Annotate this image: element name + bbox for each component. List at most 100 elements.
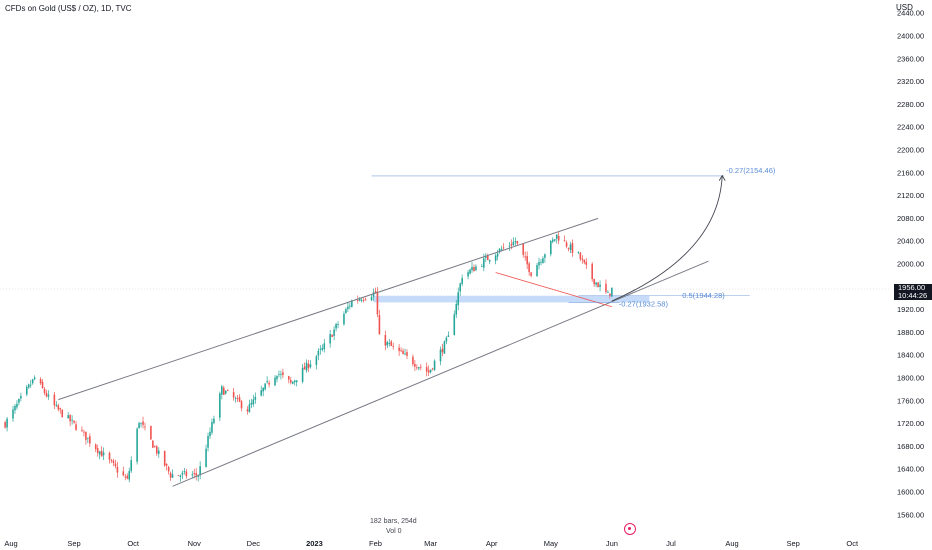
candle-body: [276, 375, 278, 380]
y-tick-label: 1600.00: [897, 488, 924, 497]
candle-body: [154, 446, 156, 448]
volume-info: Vol 0: [386, 528, 402, 535]
candle-body: [12, 409, 14, 419]
arrow-head: [718, 174, 726, 181]
candle-body: [195, 473, 198, 476]
x-tick-label: Apr: [486, 539, 498, 548]
candle-body: [445, 337, 448, 342]
y-tick-label: 2200.00: [897, 146, 924, 155]
candle-body: [429, 369, 432, 373]
fib-level-label: 0.5(1944.28): [682, 291, 725, 300]
candle-body: [557, 235, 560, 241]
candle-body: [266, 381, 268, 383]
candle-body: [221, 386, 223, 395]
candle-body: [191, 474, 194, 476]
candle-body: [122, 471, 125, 476]
candle-body: [412, 356, 414, 365]
candle-body: [540, 261, 542, 263]
candle-body: [358, 299, 361, 301]
candle-body: [98, 451, 101, 455]
candle-body: [563, 240, 566, 242]
candle-body: [222, 387, 225, 395]
candle-body: [402, 350, 404, 355]
candle-body: [425, 367, 428, 372]
candle-body: [18, 398, 20, 403]
candle-body: [288, 376, 290, 380]
candle-body: [607, 292, 609, 293]
candle-body: [89, 436, 91, 444]
candle-body: [398, 347, 400, 351]
candle-body: [289, 379, 292, 383]
candle-body: [567, 248, 570, 250]
candle-body: [140, 422, 142, 424]
candle-body: [57, 405, 60, 410]
candle-body: [427, 370, 430, 373]
candle-body: [500, 248, 503, 250]
candle-body: [14, 405, 16, 411]
bars-info: 182 bars, 254d: [370, 518, 417, 525]
y-tick-label: 1640.00: [897, 465, 924, 474]
candle-body: [31, 379, 34, 384]
candle-body: [274, 377, 276, 386]
candle-body: [593, 278, 595, 285]
fib-level-label: -0.27(1932.58): [619, 299, 669, 308]
candle-body: [45, 392, 48, 397]
candle-body: [522, 243, 525, 255]
y-tick-label: 2240.00: [897, 123, 924, 132]
candle-body: [599, 284, 601, 287]
candle-body: [595, 282, 597, 285]
candle-body: [110, 460, 113, 461]
y-tick-label: 1880.00: [897, 328, 924, 337]
candle-body: [431, 368, 434, 370]
candle-body: [193, 473, 196, 474]
candle-body: [536, 265, 538, 277]
candle-body: [475, 266, 477, 271]
candle-body: [406, 352, 408, 356]
candle-body: [71, 419, 73, 421]
candle-body: [457, 292, 460, 306]
candle-body: [108, 452, 111, 460]
candle-body: [473, 267, 475, 272]
y-tick-label: 1840.00: [897, 351, 924, 360]
candle-body: [305, 362, 308, 371]
candle-body: [333, 329, 335, 336]
candle-body: [471, 267, 473, 271]
candle-body: [502, 247, 505, 249]
candlestick-series: [4, 232, 613, 483]
candle-body: [307, 363, 310, 369]
candle-body: [213, 418, 215, 424]
candle-body: [96, 448, 99, 453]
candle-body: [291, 381, 294, 384]
candle-body: [278, 374, 280, 375]
support-trendline: [495, 272, 612, 308]
candle-body: [392, 345, 395, 347]
candle-body: [433, 360, 436, 371]
candle-body: [481, 266, 483, 267]
candle-body: [605, 283, 607, 292]
y-tick-label: 2000.00: [897, 260, 924, 269]
projection-arrow: [611, 174, 726, 302]
candle-body: [75, 424, 77, 430]
candle-body: [295, 380, 298, 383]
x-tick-label: Mar: [424, 539, 437, 548]
tradingview-logo-icon[interactable]: [624, 523, 636, 535]
candle-body: [282, 372, 284, 376]
candle-body: [260, 390, 263, 396]
candle-body: [319, 349, 322, 350]
candle-body: [388, 343, 391, 344]
candle-body: [553, 239, 556, 241]
candle-body: [374, 291, 377, 293]
candle-body: [447, 335, 450, 337]
candle-body: [197, 476, 199, 477]
candle-body: [59, 408, 62, 410]
candle-body: [207, 435, 209, 448]
candle-body: [524, 256, 526, 258]
candle-body: [323, 343, 326, 350]
candle-body: [309, 364, 312, 367]
candle-body: [53, 394, 56, 406]
candle-body: [378, 315, 381, 335]
candle-body: [498, 248, 501, 253]
y-tick-label: 2360.00: [897, 54, 924, 63]
candle-body: [236, 397, 239, 399]
